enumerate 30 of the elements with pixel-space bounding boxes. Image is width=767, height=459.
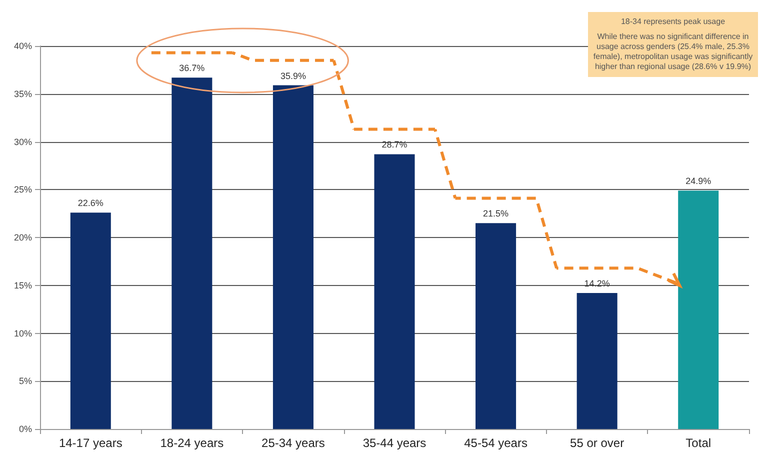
y-tick-label: 15%: [14, 280, 32, 290]
data-label: 21.5%: [483, 208, 509, 219]
y-tick-label: 0%: [18, 424, 32, 434]
data-label: 22.6%: [78, 198, 104, 208]
x-tick-label: 25-34 years: [262, 436, 325, 450]
bar: [374, 154, 415, 429]
x-tick-label: 14-17 years: [58, 436, 122, 450]
data-label: 35.9%: [280, 70, 306, 81]
annotation: While there was no significant difference in usage across genders (25.4% male, 25.3% female), metropolitan usage was significantly higher than regional usage (28.6% v 19.9%): [592, 32, 754, 72]
x-tick-label: 18-24 years: [160, 436, 224, 450]
bar: [576, 293, 618, 429]
y-tick-label: 40%: [14, 41, 32, 51]
x-tick-label: 55 or over: [570, 436, 624, 450]
bar: [272, 85, 314, 429]
x-tick-label: 35-44 years: [362, 436, 426, 450]
bar: [172, 78, 212, 429]
x-tick-label: Total: [686, 436, 712, 450]
bar: [476, 223, 516, 429]
y-tick-label: 5%: [18, 376, 32, 386]
bar: [678, 190, 719, 429]
y-tick-label: 35%: [14, 88, 32, 99]
y-tick-label: 10%: [14, 328, 32, 338]
y-tick-label: 30%: [14, 136, 32, 147]
data-label: 36.7%: [179, 63, 205, 74]
y-tick-label: 25%: [14, 184, 32, 195]
text: 18-34 represents peak usage: [620, 17, 726, 27]
x-tick-label: 45-54 years: [464, 436, 528, 450]
y-tick-label: 20%: [14, 232, 32, 242]
data-label: 24.9%: [686, 176, 712, 186]
bar: [70, 212, 111, 429]
